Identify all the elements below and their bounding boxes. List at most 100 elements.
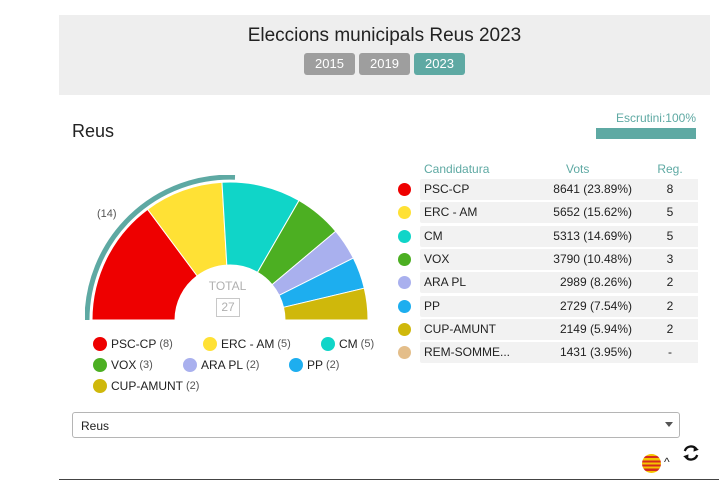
table-row: REM-SOMME... 1431 (3.95%) - xyxy=(388,341,698,364)
hemicycle-slice-psc-cp[interactable] xyxy=(91,208,198,321)
total-seats: 27 xyxy=(216,298,240,317)
party-votes: 3790 (10.48%) xyxy=(522,249,642,271)
party-color-dot xyxy=(397,229,411,243)
table-row: ERC - AM 5652 (15.62%) 5 xyxy=(388,201,698,224)
party-color-dot xyxy=(397,183,411,197)
year-selector: 2015 2019 2023 xyxy=(59,53,710,75)
year-button-2015[interactable]: 2015 xyxy=(304,53,355,75)
party-votes: 2989 (8.26%) xyxy=(522,272,642,294)
party-votes: 1431 (3.95%) xyxy=(522,342,642,364)
legend-seats: (2) xyxy=(246,358,260,371)
header-votes: Vots xyxy=(566,162,590,176)
legend-item-arapl[interactable]: ARA PL (2) xyxy=(183,357,289,372)
party-name: ERC - AM xyxy=(420,202,522,224)
hemicycle-slices xyxy=(91,181,369,321)
party-color-dot xyxy=(397,299,411,313)
town-select-value: Reus xyxy=(81,419,110,433)
table-row: PSC-CP 8641 (23.89%) 8 xyxy=(388,178,698,201)
table-header: Candidatura Vots Reg. xyxy=(388,160,698,178)
party-seats: 3 xyxy=(642,249,698,271)
town-title: Reus xyxy=(72,121,115,141)
refresh-icon[interactable] xyxy=(681,443,701,463)
legend-row: VOX (3) ARA PL (2) PP (2) xyxy=(93,354,383,375)
table-row: CUP-AMUNT 2149 (5.94%) 2 xyxy=(388,318,698,341)
party-name: VOX xyxy=(420,249,522,271)
legend-item-cm[interactable]: CM (5) xyxy=(321,336,375,351)
legend-dot xyxy=(93,378,107,393)
escrutini: Escrutini:100% xyxy=(596,111,696,139)
legend-row: CUP-AMUNT (2) xyxy=(93,375,383,396)
party-seats: 8 xyxy=(642,179,698,201)
escrutini-progress-bar xyxy=(596,128,696,139)
town-select[interactable]: Reus xyxy=(72,412,680,438)
table-row: ARA PL 2989 (8.26%) 2 xyxy=(388,271,698,294)
table-row: CM 5313 (14.69%) 5 xyxy=(388,225,698,248)
legend-name: VOX xyxy=(111,357,137,372)
party-votes: 5313 (14.69%) xyxy=(522,225,642,247)
party-votes: 8641 (23.89%) xyxy=(522,179,642,201)
header-party: Candidatura xyxy=(424,162,490,176)
party-color-dot xyxy=(397,322,411,336)
table-row: PP 2729 (7.54%) 2 xyxy=(388,294,698,317)
party-name: REM-SOMME... xyxy=(420,342,522,364)
legend-name: PSC-CP xyxy=(111,336,157,351)
legend-dot xyxy=(183,357,197,372)
bottom-divider xyxy=(59,479,719,480)
party-color-dot xyxy=(397,346,411,360)
legend-dot xyxy=(289,357,303,372)
legend-dot xyxy=(93,357,107,372)
hemicycle-chart xyxy=(85,175,369,321)
legend-item-vox[interactable]: VOX (3) xyxy=(93,357,183,372)
legend-item-pp[interactable]: PP (2) xyxy=(289,357,340,372)
legend-dot xyxy=(93,336,107,351)
legend-seats: (2) xyxy=(326,358,340,371)
party-color-dot xyxy=(397,206,411,220)
legend-row: PSC-CP (8) ERC - AM (5) CM (5) xyxy=(93,333,383,354)
party-votes: 2149 (5.94%) xyxy=(522,318,642,340)
total-label: TOTAL xyxy=(208,279,247,293)
party-seats: 2 xyxy=(642,295,698,317)
legend-name: CM xyxy=(339,336,358,351)
legend-item-psc[interactable]: PSC-CP (8) xyxy=(93,336,203,351)
party-color-dot xyxy=(397,276,411,290)
party-seats: - xyxy=(642,342,698,364)
legend-seats: (8) xyxy=(159,337,173,350)
legend-seats: (5) xyxy=(360,337,375,350)
party-seats: 2 xyxy=(642,318,698,340)
party-name: PSC-CP xyxy=(420,179,522,201)
party-name: PP xyxy=(420,295,522,317)
majority-arc xyxy=(85,175,236,321)
party-color-dot xyxy=(397,253,411,267)
legend-item-cup[interactable]: CUP-AMUNT (2) xyxy=(93,378,200,393)
legend-name: CUP-AMUNT xyxy=(111,378,183,393)
header-seats: Reg. xyxy=(657,162,683,176)
legend-name: PP xyxy=(307,357,324,372)
majority-note: (14) xyxy=(97,208,117,220)
legend-item-erc[interactable]: ERC - AM (5) xyxy=(203,336,321,351)
legend-dot xyxy=(203,336,217,351)
catalan-flag-icon[interactable] xyxy=(642,454,661,473)
year-button-2023[interactable]: 2023 xyxy=(414,53,465,75)
legend-name: ARA PL xyxy=(201,357,244,372)
legend-name: ERC - AM xyxy=(221,336,275,351)
page-title: Eleccions municipals Reus 2023 xyxy=(247,25,522,46)
party-seats: 2 xyxy=(642,272,698,294)
party-name: CM xyxy=(420,225,522,247)
legend-seats: (2) xyxy=(186,379,200,392)
chart-legend: PSC-CP (8) ERC - AM (5) CM (5) VOX (3) A… xyxy=(93,333,383,396)
escrutini-label: Escrutini:100% xyxy=(615,111,696,125)
party-votes: 2729 (7.54%) xyxy=(522,295,642,317)
chevron-down-icon xyxy=(665,422,673,427)
results-table: Candidatura Vots Reg. PSC-CP 8641 (23.89… xyxy=(388,160,698,364)
caret-up-icon[interactable]: ^ xyxy=(664,455,670,469)
party-seats: 5 xyxy=(642,202,698,224)
legend-seats: (5) xyxy=(277,337,291,350)
header-panel: Eleccions municipals Reus 2023 2015 2019… xyxy=(59,15,710,95)
hemicycle-slice-cup-amunt[interactable] xyxy=(282,287,369,321)
party-seats: 5 xyxy=(642,225,698,247)
year-button-2019[interactable]: 2019 xyxy=(359,53,410,75)
legend-dot xyxy=(321,336,335,351)
legend-seats: (3) xyxy=(139,358,153,371)
party-name: CUP-AMUNT xyxy=(420,318,522,340)
party-votes: 5652 (15.62%) xyxy=(522,202,642,224)
